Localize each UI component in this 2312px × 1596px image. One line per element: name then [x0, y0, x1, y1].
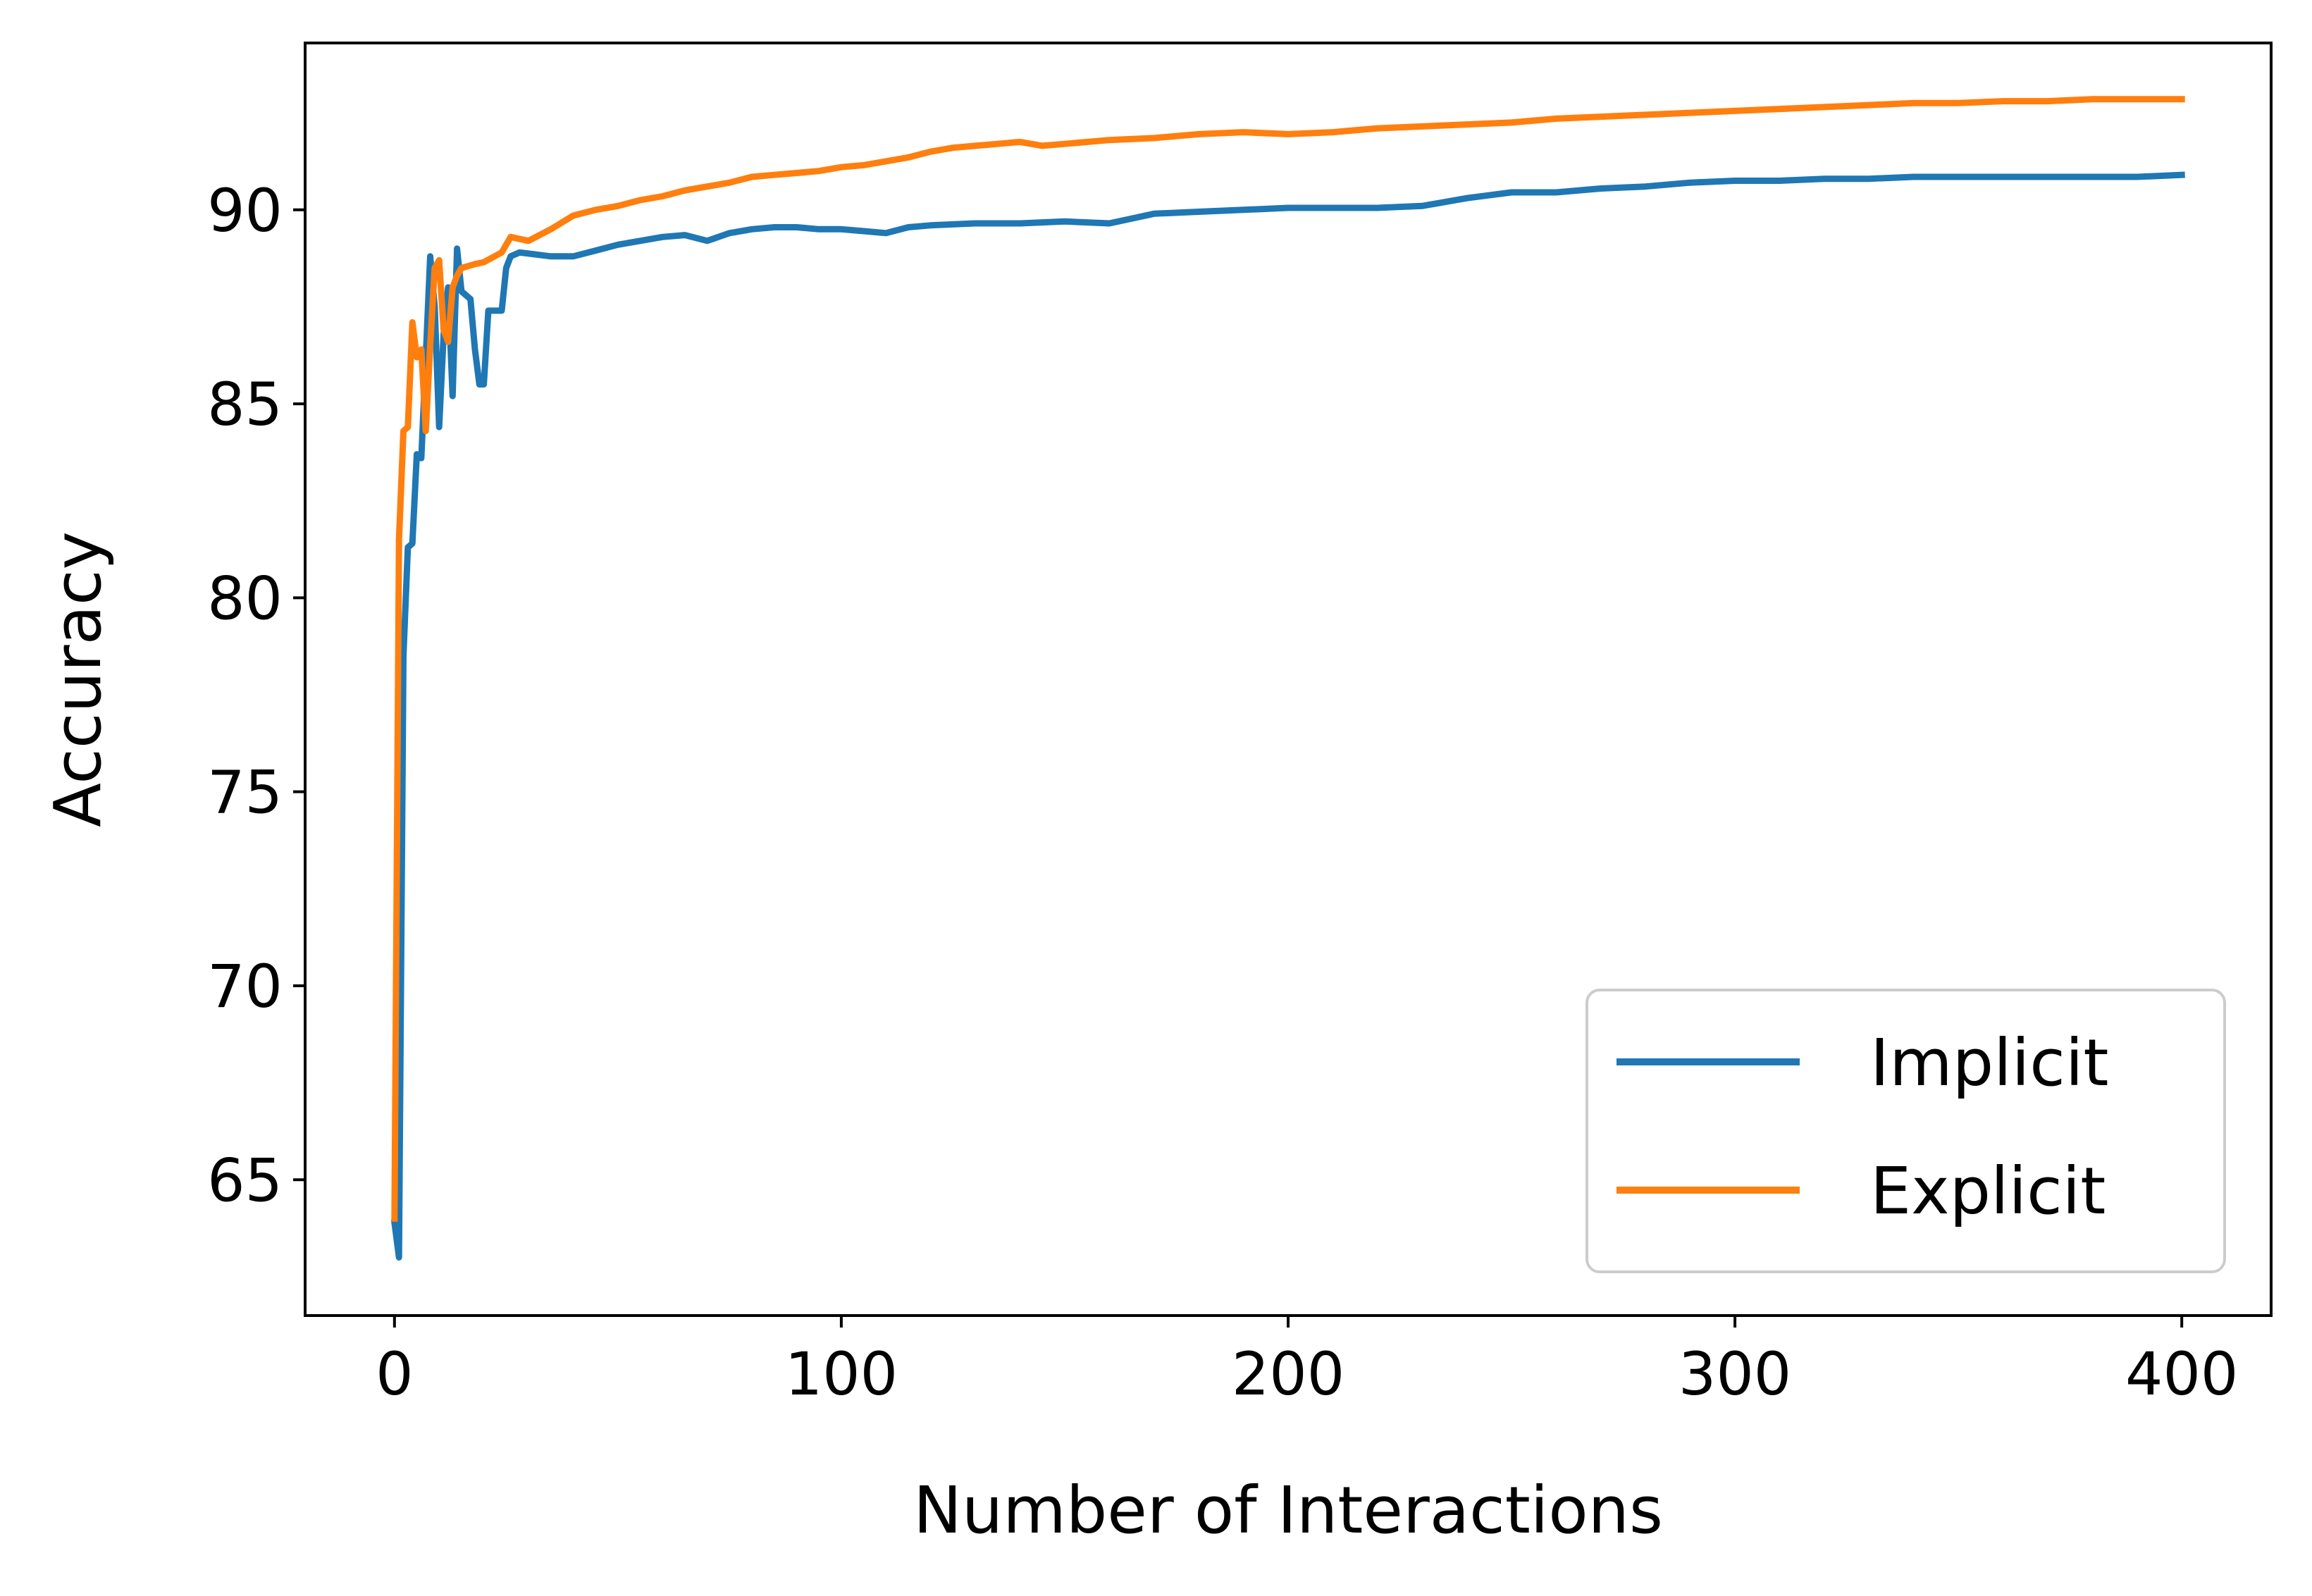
y-tick-label: 80 [207, 564, 283, 633]
x-axis-ticks: 0 100 200 300 400 [376, 1316, 2238, 1409]
y-tick-label: 90 [207, 176, 283, 245]
y-tick-label: 85 [207, 370, 283, 439]
legend-label-implicit: Implicit [1870, 1025, 2109, 1101]
y-tick-label: 75 [207, 758, 283, 827]
series-line-explicit [391, 96, 2185, 1222]
x-axis-title: Number of Interactions [913, 1473, 1663, 1548]
y-tick-label: 70 [207, 952, 283, 1021]
legend: Implicit Explicit [1585, 989, 2226, 1273]
x-tick-label: 400 [2125, 1340, 2238, 1409]
series-layer [390, 96, 2185, 1261]
y-tick-label: 65 [207, 1146, 283, 1215]
y-axis-title: Accuracy [40, 531, 116, 827]
x-tick-label: 100 [785, 1340, 898, 1409]
x-tick-label: 300 [1679, 1340, 1791, 1409]
y-axis-ticks: 65 70 75 80 85 90 [207, 176, 305, 1215]
x-tick-label: 200 [1232, 1340, 1344, 1409]
x-tick-label: 0 [376, 1340, 413, 1409]
legend-label-explicit: Explicit [1870, 1153, 2106, 1229]
